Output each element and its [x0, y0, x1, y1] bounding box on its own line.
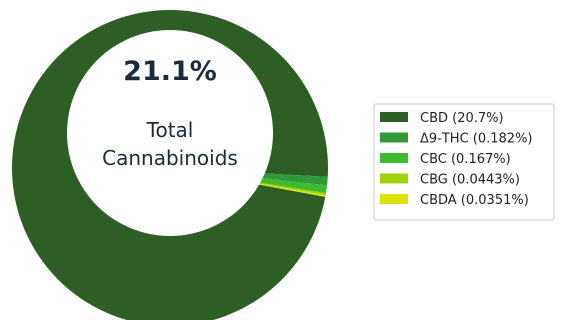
- legend-frame: [373, 103, 555, 221]
- center-total-value: 21.1%: [123, 56, 217, 87]
- legend-label-4: CBDA (0.0351%): [420, 193, 529, 208]
- chart-legend: CBD (20.7%) Δ9-THC (0.182%) CBC (0.167%) CB…: [373, 103, 555, 221]
- legend-swatch-0: [380, 112, 408, 122]
- legend-swatch-3: [380, 173, 408, 184]
- legend-label-0: CBD (20.7%): [420, 111, 504, 126]
- legend-swatch-4: [380, 194, 408, 204]
- legend-swatch-1: [380, 132, 408, 143]
- legend-label-3: CBG (0.0443%): [420, 173, 520, 188]
- center-label-cannabinoids: Cannabinoids: [102, 146, 238, 170]
- legend-label-2: CBC (0.167%): [420, 152, 511, 167]
- donut-center-hole: [67, 30, 273, 236]
- center-label-total: Total: [146, 118, 194, 142]
- legend-swatch-2: [380, 153, 408, 163]
- legend-label-1: Δ9-THC (0.182%): [420, 132, 533, 147]
